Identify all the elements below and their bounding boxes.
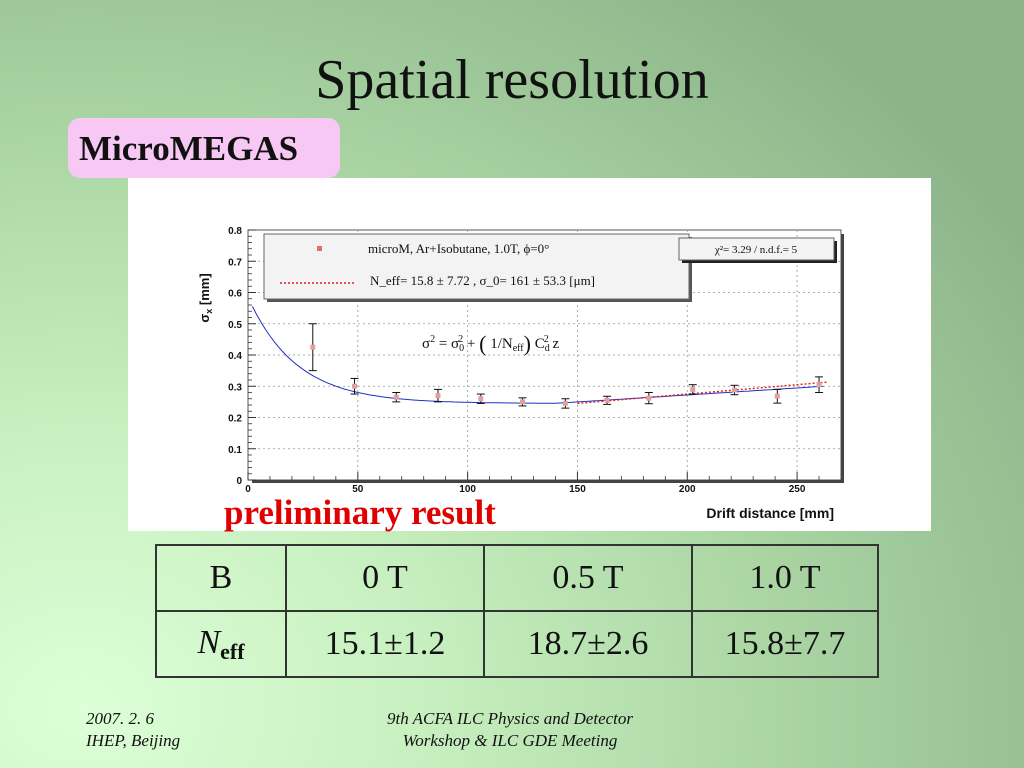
data-point [435, 393, 441, 399]
header-10t: 1.0 T [691, 544, 879, 612]
data-point [731, 387, 737, 393]
x-tick-label: 200 [679, 484, 696, 495]
footer-place: IHEP, Beijing [86, 731, 181, 750]
slide-title: Spatial resolution [315, 49, 709, 111]
header-0t: 0 T [285, 544, 485, 612]
legend-marker [317, 246, 322, 251]
x-tick-label: 0 [245, 484, 251, 495]
footer-event-line2: Workshop & ILC GDE Meeting [402, 731, 618, 750]
footer-date-place: 2007. 2. 6 IHEP, Beijing [86, 708, 180, 752]
header-05t: 0.5 T [483, 544, 693, 612]
plot-panel: 0 0.1 0.2 0.3 0.4 0.5 0.6 0.7 0.8 0 50 100 150 200 25… [128, 178, 931, 532]
y-tick-label: 0 [236, 476, 242, 487]
fit-curve [251, 306, 824, 404]
data-point [478, 396, 484, 402]
fit-stats: χ²= 3.29 / n.d.f.= 5 [714, 244, 798, 256]
preliminary-result-label: preliminary result [224, 493, 496, 532]
x-axis-ticks: 0 50 100 150 200 250 [245, 472, 820, 495]
data-point [816, 382, 822, 388]
y-tick-label: 0.3 [228, 382, 242, 393]
data-point [393, 394, 399, 400]
y-tick-label: 0.1 [228, 445, 242, 456]
header-b: B [155, 544, 287, 612]
legend-box [263, 233, 690, 300]
legend-series-label: microM, Ar+Isobutane, 1.0T, ϕ=0° [368, 241, 549, 256]
neff-table: B 0 T 0.5 T 1.0 T Neff 15.1±1.2 18.7±2.6… [155, 544, 879, 678]
micromegas-label: MicroMEGAS [68, 118, 340, 178]
data-point [310, 344, 316, 350]
data-point [604, 397, 610, 403]
plot-frame-shadow-b [252, 480, 844, 483]
resolution-chart: 0 0.1 0.2 0.3 0.4 0.5 0.6 0.7 0.8 0 50 100 150 200 25… [197, 226, 844, 521]
y-tick-label: 0.8 [228, 226, 242, 237]
y-tick-label: 0.7 [228, 257, 242, 268]
data-point [774, 393, 780, 399]
y-tick-label: 0.4 [228, 351, 242, 362]
data-point [562, 400, 568, 406]
x-tick-label: 250 [789, 484, 806, 495]
data-point [352, 383, 358, 389]
footer-date: 2007. 2. 6 [86, 709, 154, 728]
data-point [690, 386, 696, 392]
stats-box [678, 237, 835, 261]
y-axis-ticks: 0 0.1 0.2 0.3 0.4 0.5 0.6 0.7 0.8 [228, 226, 256, 487]
neff-10t: 15.8±7.7 [691, 610, 879, 678]
legend-fit-label: N_eff= 15.8 ± 7.72 , σ_0= 161 ± 53.3 [μm… [370, 273, 595, 288]
x-axis-label: Drift distance [mm] [706, 505, 834, 521]
extrapolation-line [577, 381, 828, 405]
plot-frame-shadow-r [841, 234, 844, 483]
x-tick-label: 150 [569, 484, 586, 495]
y-axis-label: σx [mm] [197, 273, 214, 322]
row-label-neff: Neff [155, 610, 287, 678]
data-point [646, 395, 652, 401]
y-tick-label: 0.6 [228, 289, 242, 300]
x-tick-label: 100 [459, 484, 476, 495]
data-points [308, 323, 824, 409]
footer-event: 9th ACFA ILC Physics and Detector Worksh… [360, 708, 660, 752]
formula: σ2 = σ02 + ( 1/Neff) Cd2 z [422, 331, 559, 356]
footer-event-line1: 9th ACFA ILC Physics and Detector [386, 709, 634, 728]
neff-05t: 18.7±2.6 [483, 610, 693, 678]
data-point [520, 399, 526, 405]
neff-0t: 15.1±1.2 [285, 610, 485, 678]
y-tick-label: 0.2 [228, 414, 242, 425]
table-header-row: B 0 T 0.5 T 1.0 T [155, 544, 879, 612]
table-row-neff: Neff 15.1±1.2 18.7±2.6 15.8±7.7 [155, 610, 879, 678]
y-tick-label: 0.5 [228, 320, 242, 331]
x-tick-label: 50 [352, 484, 364, 495]
